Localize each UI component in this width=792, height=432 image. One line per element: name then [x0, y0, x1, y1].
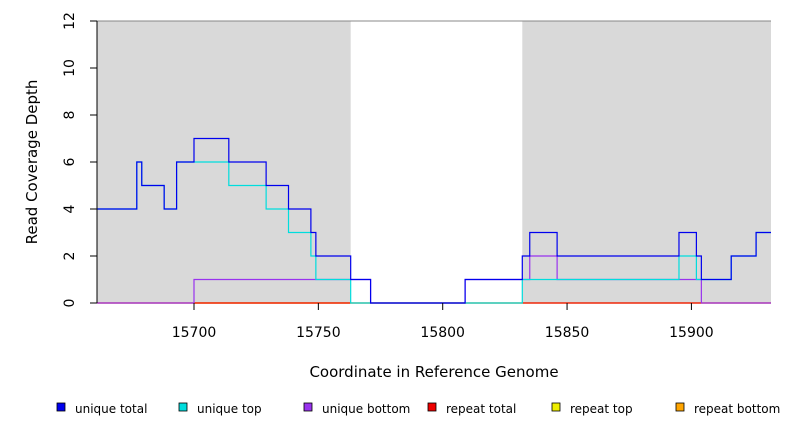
y-tick-label: 10 [62, 59, 78, 77]
legend-label: unique bottom [322, 402, 410, 416]
x-axis-title: Coordinate in Reference Genome [309, 363, 558, 381]
x-tick-label: 15850 [545, 325, 590, 341]
y-tick-label: 12 [62, 12, 78, 30]
y-tick-label: 0 [62, 299, 78, 308]
y-tick-label: 6 [62, 157, 78, 166]
legend-label: repeat bottom [694, 402, 780, 416]
legend: unique total unique top unique bottom repea… [56, 402, 780, 416]
x-tick-label: 15900 [669, 325, 714, 341]
legend-swatch-repeat-bottom [675, 402, 685, 412]
legend-swatch-repeat-total [427, 402, 437, 412]
legend-label: repeat top [570, 402, 633, 416]
series-lines [97, 137, 771, 304]
legend-label: unique total [75, 402, 147, 416]
y-axis-ticks: 0 2 4 6 8 10 12 [62, 12, 97, 307]
x-tick-label: 15750 [296, 325, 341, 341]
shaded-region-2 [522, 21, 771, 303]
legend-label: unique top [197, 402, 262, 416]
y-tick-label: 2 [62, 252, 78, 261]
legend-swatch-unique-top [178, 402, 188, 412]
x-tick-label: 15800 [420, 325, 465, 341]
x-axis-ticks: 15700 15750 15800 15850 15900 [172, 303, 714, 341]
series-line-unique-total [97, 137, 771, 304]
legend-swatch-unique-bottom [303, 402, 313, 412]
legend-swatch-repeat-top [551, 402, 561, 412]
x-tick-label: 15700 [172, 325, 217, 341]
y-axis-title: Read Coverage Depth [23, 80, 41, 245]
y-tick-label: 4 [62, 204, 78, 213]
y-tick-label: 8 [62, 111, 78, 120]
legend-swatch-unique-total [56, 402, 66, 412]
legend-label: repeat total [446, 402, 516, 416]
